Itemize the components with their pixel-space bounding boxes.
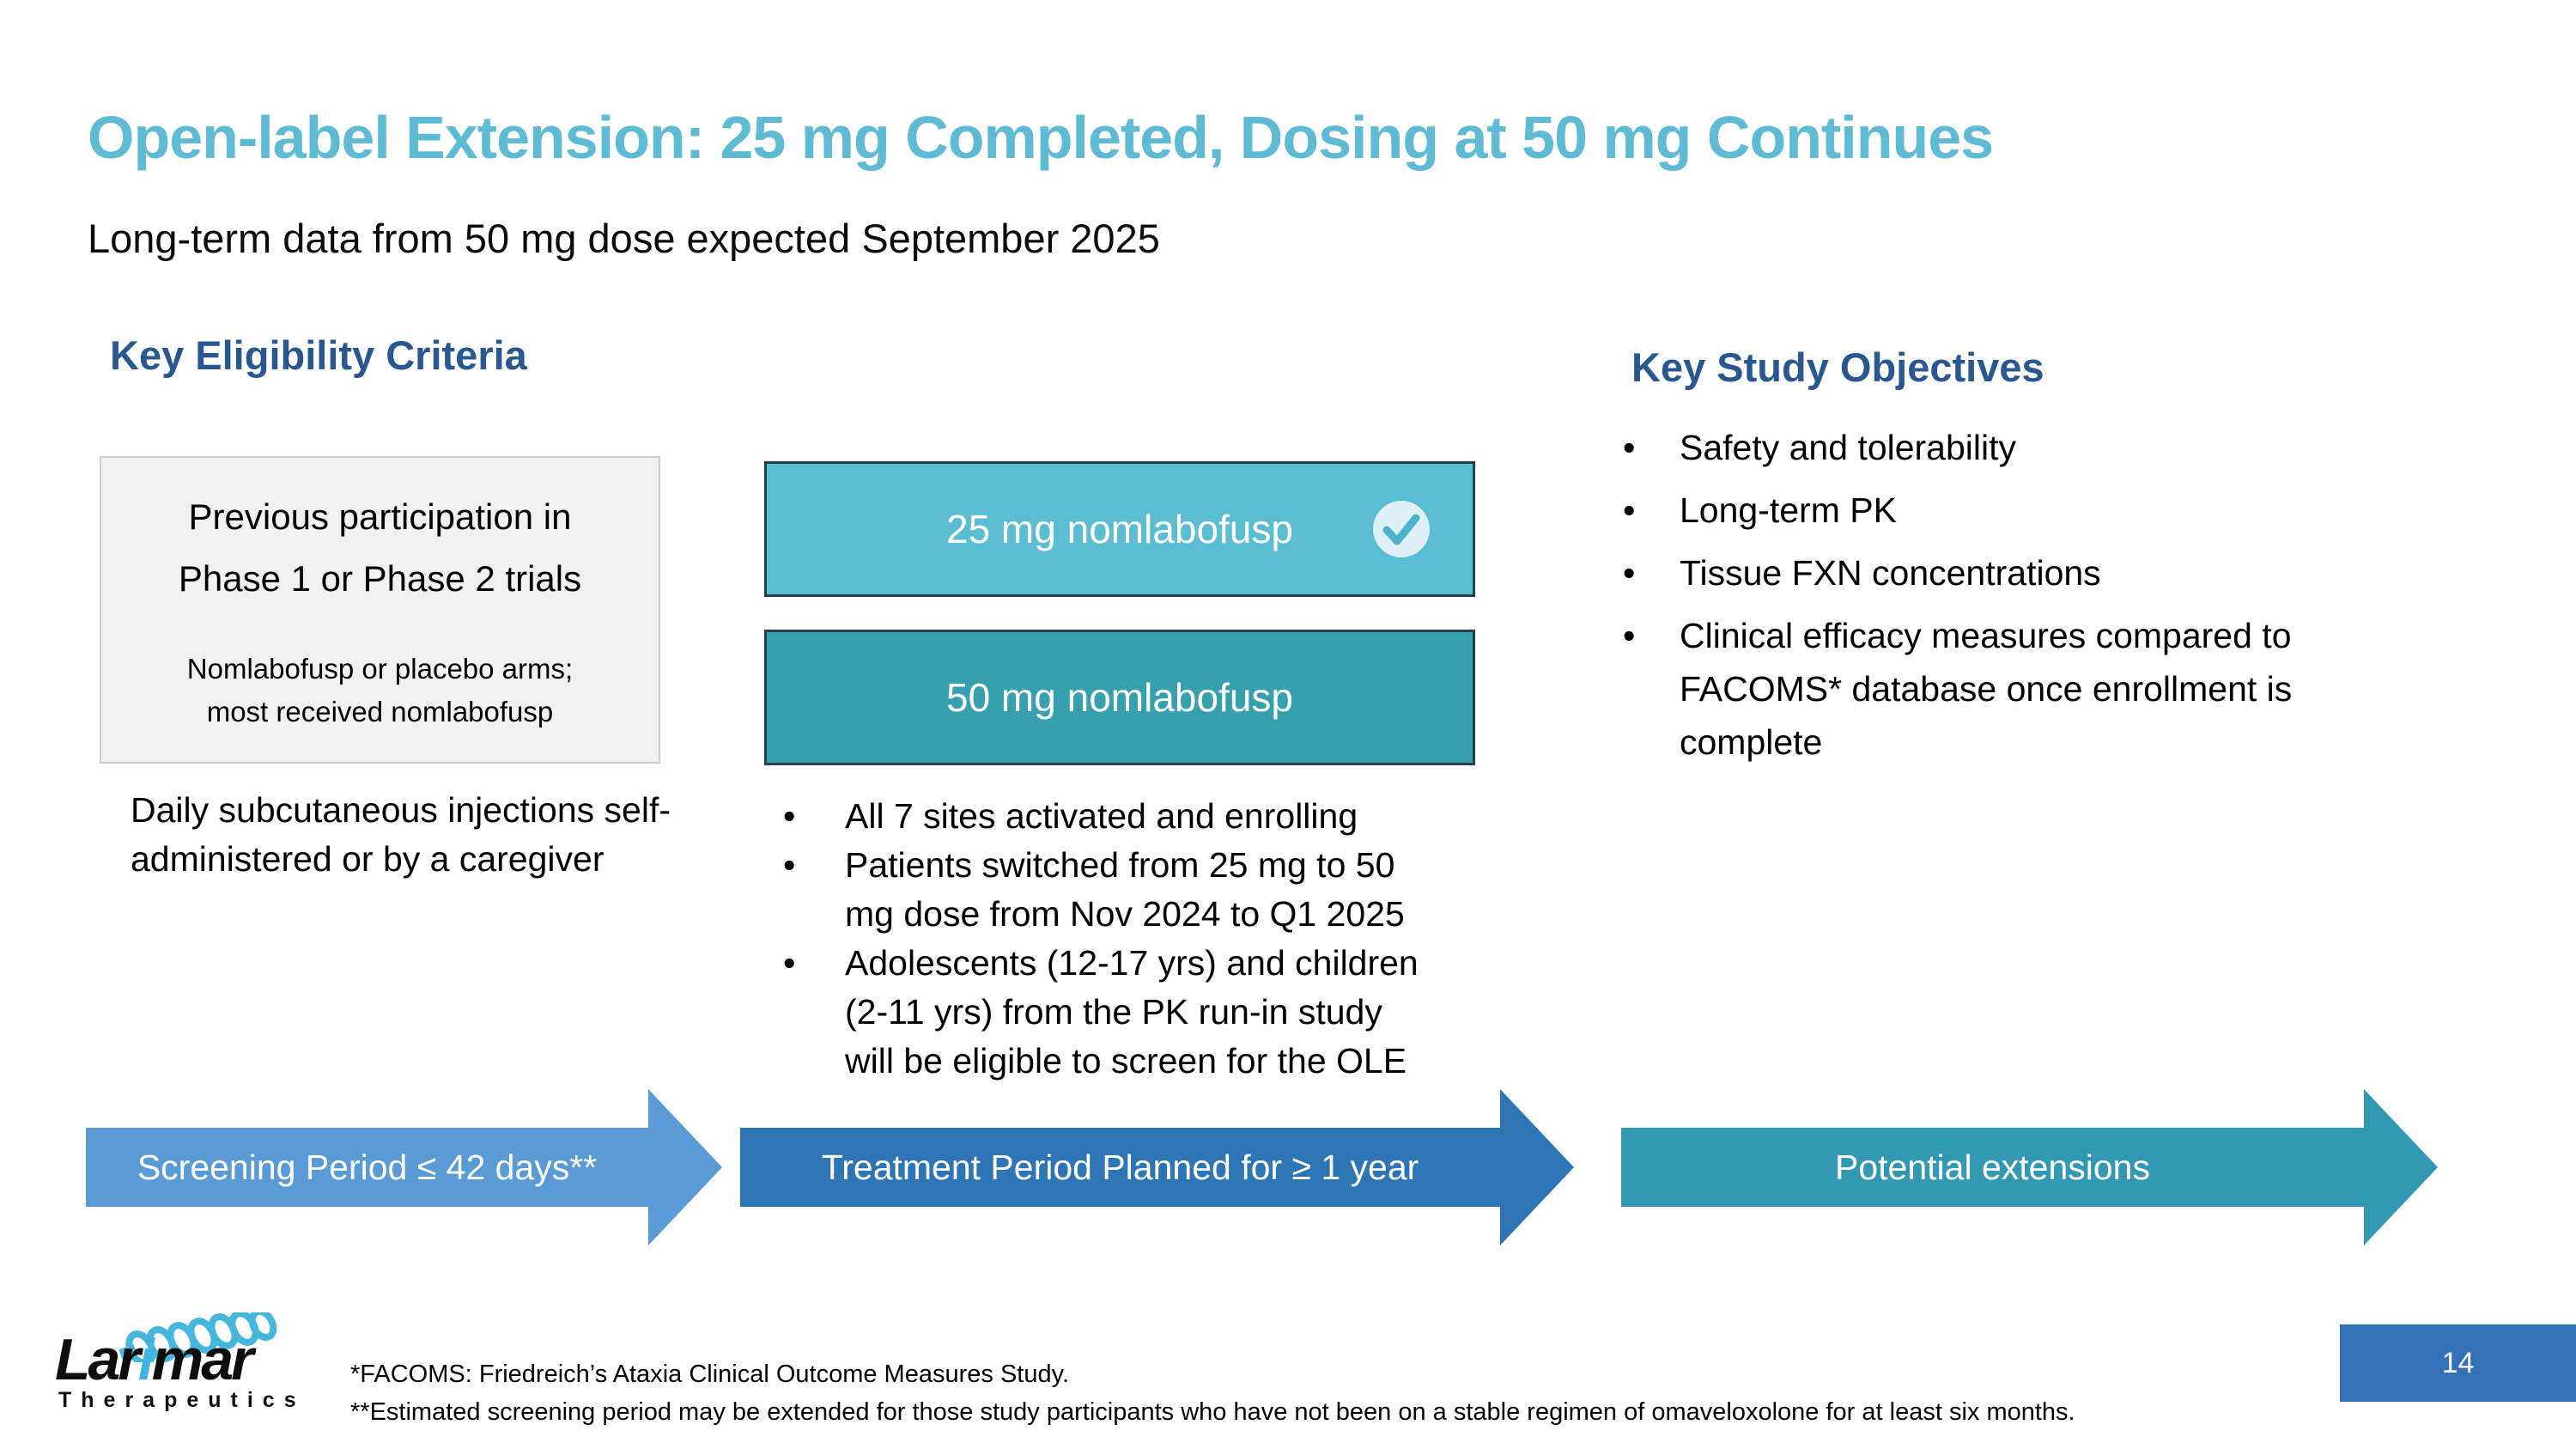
eligibility-box-main-text: Previous participation in Phase 1 or Pha… xyxy=(178,496,582,599)
arrow-screening-period: Screening Period ≤ 42 days** xyxy=(86,1089,726,1245)
arrow-body: Screening Period ≤ 42 days** xyxy=(86,1128,648,1207)
objectives-heading: Key Study Objectives xyxy=(1631,344,2044,390)
eligibility-caption: Daily subcutaneous injections self-admin… xyxy=(131,790,671,879)
eligibility-box-sub-text: Nomlabofusp or placebo arms; most receiv… xyxy=(186,653,574,728)
eligibility-heading: Key Eligibility Criteria xyxy=(110,332,527,378)
list-item: Patients switched from 25 mg to 50 mg do… xyxy=(783,841,1429,939)
eligibility-box: Previous participation in Phase 1 or Pha… xyxy=(100,456,660,764)
footnote-screening: **Estimated screening period may be exte… xyxy=(350,1398,2075,1426)
list-item: Long-term PK xyxy=(1623,484,2413,537)
list-item: Adolescents (12-17 yrs) and children (2-… xyxy=(783,939,1429,1086)
page-subtitle: Long-term data from 50 mg dose expected … xyxy=(88,216,1160,261)
page-number-badge: 14 xyxy=(2340,1324,2576,1402)
dosing-bullet-list: All 7 sites activated and enrolling Pati… xyxy=(783,792,1429,1086)
check-circle-icon xyxy=(1373,501,1430,557)
list-item: Tissue FXN concentrations xyxy=(1623,546,2413,600)
logo-wordmark: Larimar xyxy=(55,1327,253,1392)
arrow-label: Potential extensions xyxy=(1835,1147,2150,1187)
arrow-head-icon xyxy=(1500,1089,1574,1245)
list-item: Clinical efficacy measures compared to F… xyxy=(1623,609,2413,769)
footnote-facoms: *FACOMS: Friedreich’s Ataxia Clinical Ou… xyxy=(350,1361,1070,1388)
arrow-head-icon xyxy=(648,1089,722,1245)
arrow-label: Treatment Period Planned for ≥ 1 year xyxy=(821,1147,1419,1187)
list-item: Safety and tolerability xyxy=(1623,421,2413,474)
arrow-potential-extensions: Potential extensions xyxy=(1621,1089,2441,1245)
arrow-body: Potential extensions xyxy=(1621,1128,2364,1207)
dose-box-25mg-label: 25 mg nomlabofusp xyxy=(945,507,1294,551)
page-title: Open-label Extension: 25 mg Completed, D… xyxy=(88,104,1994,171)
list-item: All 7 sites activated and enrolling xyxy=(783,792,1429,841)
helix-ribbon-icon xyxy=(118,1312,277,1362)
arrow-head-icon xyxy=(2364,1089,2438,1245)
objectives-bullet-list: Safety and tolerability Long-term PK Tis… xyxy=(1623,421,2413,778)
check-mark-icon xyxy=(1382,514,1420,545)
dose-box-50mg-label: 50 mg nomlabofusp xyxy=(945,675,1294,720)
larimar-logo: Larimar Therapeutics xyxy=(55,1312,338,1426)
logo-tagline: Therapeutics xyxy=(58,1388,306,1412)
dose-box-25mg: 25 mg nomlabofusp xyxy=(764,461,1475,597)
arrow-treatment-period: Treatment Period Planned for ≥ 1 year xyxy=(740,1089,1577,1245)
timeline: Screening Period ≤ 42 days** Treatment P… xyxy=(0,1089,2576,1245)
arrow-label: Screening Period ≤ 42 days** xyxy=(137,1147,598,1187)
dose-box-50mg: 50 mg nomlabofusp xyxy=(764,630,1475,765)
footnotes: *FACOMS: Friedreich’s Ataxia Clinical Ou… xyxy=(350,1355,2308,1431)
arrow-body: Treatment Period Planned for ≥ 1 year xyxy=(740,1128,1500,1207)
